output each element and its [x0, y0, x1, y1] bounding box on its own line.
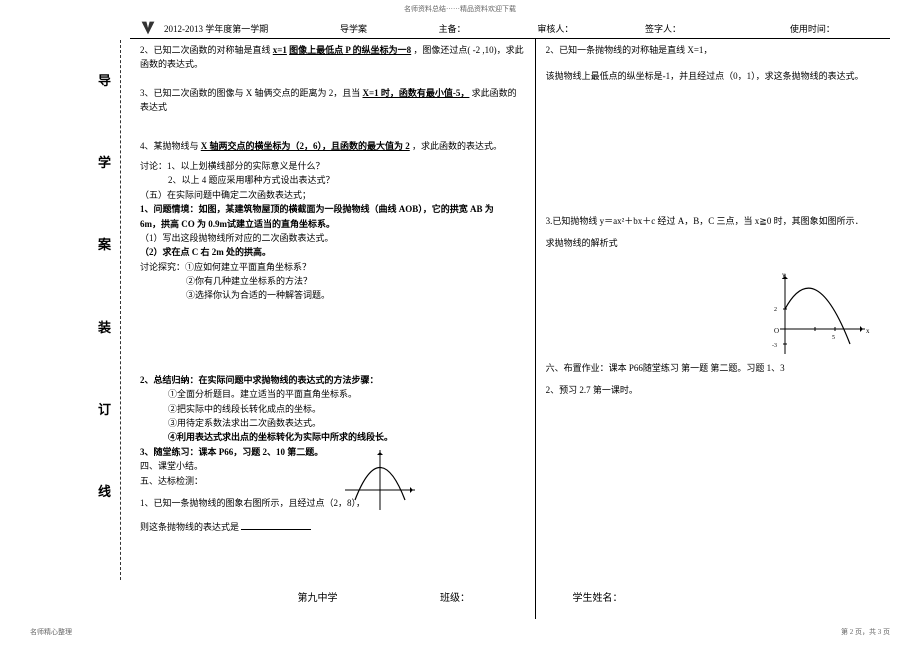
q1c: （1）写出这段抛物线所对应的二次函数表达式。 [140, 231, 525, 245]
tl2: ②你有几种建立坐标系的方法？ [140, 274, 525, 288]
svg-text:O: O [774, 327, 779, 335]
hw: 六、布置作业：课本 P66随堂练习 第一题 第二题。习题 1、3 [546, 361, 880, 375]
q1a: 1、问题情境：如图，某建筑物屋顶的横截面为一段抛物线（曲线 AOB），它的拱宽 … [140, 204, 494, 214]
q1b: 6m，拱高 CO 为 0.9m试建立适当的直角坐标系。 [140, 219, 335, 229]
logo-icon [140, 20, 156, 36]
s2: 2、总结归纳：在实际问题中求抛物线的表达式的方法步骤： [140, 373, 525, 387]
hw2: 2、预习 2.7 第一课时。 [546, 383, 880, 397]
q2-text: 2、已知二次函数的对称轴是直线 [140, 45, 271, 55]
side-l2: 学 [98, 152, 111, 171]
r3: 3.已知抛物线 y＝ax²＋bx＋c 经过 A，B，C 三点，当 x≧0 时，其… [546, 214, 880, 228]
q4-text: 4、某抛物线与 [140, 141, 199, 151]
q3-text: 3、已知二次函数的图像与 X 轴俩交点的距离为 2，且当 [140, 88, 360, 98]
footer-row: 第九中学 班级： 学生姓名： [0, 589, 920, 604]
school: 第九中学 [298, 593, 338, 604]
right-column: 2、已知一条抛物线的对称轴是直线 X=1， 该抛物线上最低点的纵坐标是-1，并且… [536, 39, 890, 619]
disc1: 讨论：1、以上划横线部分的实际意义是什么？ [140, 159, 525, 173]
side-l1: 导 [98, 70, 111, 89]
prepare-label: 主备： [439, 22, 466, 35]
sec5: （五）在实际问题中确定二次函数表达式； [140, 188, 525, 202]
q2-u2: 图像上最低点 P 的纵坐标为一8 [289, 45, 411, 55]
s2b: ②把实际中的线段长转化成点的坐标。 [140, 402, 525, 416]
top-header: 名师资料总结······精品资料欢迎下载 [0, 0, 920, 18]
signer-label: 签字人： [645, 22, 681, 35]
q4-text2: ，求此函数的表达式。 [412, 141, 502, 151]
reviewer-label: 审核人： [537, 22, 573, 35]
side-l4: 装 [98, 317, 111, 336]
left-column: 2、已知二次函数的对称轴是直线 x=1 图像上最低点 P 的纵坐标为一8 ，图像… [130, 39, 536, 619]
svg-text:-3: -3 [772, 343, 777, 349]
s5: 五、达标检测： [140, 474, 525, 488]
tl3: ③选择你认为合适的一种解答词题。 [140, 288, 525, 302]
disc2: 2、以上 4 题应采用哪种方式设出表达式？ [140, 173, 525, 187]
s2c: ③用待定系数法求出二次函数表达式。 [140, 416, 525, 430]
parabola-graph-1 [340, 445, 420, 515]
year-term: 2012-2013 学年度第一学期 [164, 22, 268, 35]
bottom-left: 名师精心整理 [30, 627, 72, 637]
s3: 3、随堂练习：课本 P66，习题 2、10 第二题。 [140, 445, 525, 459]
side-l5: 订 [98, 399, 111, 418]
doc-header: 2012-2013 学年度第一学期 导学案 主备： 审核人： 签字人： 使用时间… [130, 18, 890, 39]
parabola-graph-2: O x y 2 5 -3 [760, 269, 870, 359]
r2: 2、已知一条抛物线的对称轴是直线 X=1， [546, 43, 880, 57]
s2d: ④利用表达式求出点的坐标转化为实际中所求的线段长。 [140, 430, 525, 444]
class-label: 班级： [440, 593, 470, 604]
q1d: （2）求在点 C 右 2m 处的拱高。 [140, 245, 525, 259]
svg-text:x: x [866, 327, 870, 335]
bottom-right: 第 2 页，共 3 页 [841, 627, 890, 637]
use-time-label: 使用时间： [790, 22, 835, 35]
s5a: 1、已知一条抛物线的图象右图所示，且经过点（2，8）， [140, 496, 525, 510]
svg-text:5: 5 [832, 335, 835, 341]
r2b: 该抛物线上最低点的纵坐标是-1，并且经过点（0，1），求这条抛物线的表达式。 [546, 69, 880, 83]
svg-text:y: y [782, 271, 786, 279]
side-labels: 导 学 案 装 订 线 [98, 70, 111, 560]
s2a: ①全面分析题目。建立适当的平面直角坐标系。 [140, 387, 525, 401]
student-label: 学生姓名： [573, 593, 623, 604]
s5b: 则这条抛物线的表达式是 [140, 522, 239, 532]
q4-u: X 轴两交点的横坐标为（2，6），且函数的最大值为 2 [201, 141, 410, 151]
side-l6: 线 [98, 481, 111, 500]
side-l3: 案 [98, 234, 111, 253]
q3-u: X=1 时，函数有最小值-5， [363, 88, 470, 98]
r3b: 求抛物线的解析式 [546, 236, 880, 250]
dashed-line [120, 40, 121, 580]
doc-type: 导学案 [340, 22, 367, 35]
s4: 四、课堂小结。 [140, 459, 525, 473]
tl: 讨论探究：①应如何建立平面直角坐标系？ [140, 260, 525, 274]
q2-u1: x=1 [273, 45, 287, 55]
svg-text:2: 2 [774, 307, 777, 313]
blank-line [241, 529, 311, 530]
